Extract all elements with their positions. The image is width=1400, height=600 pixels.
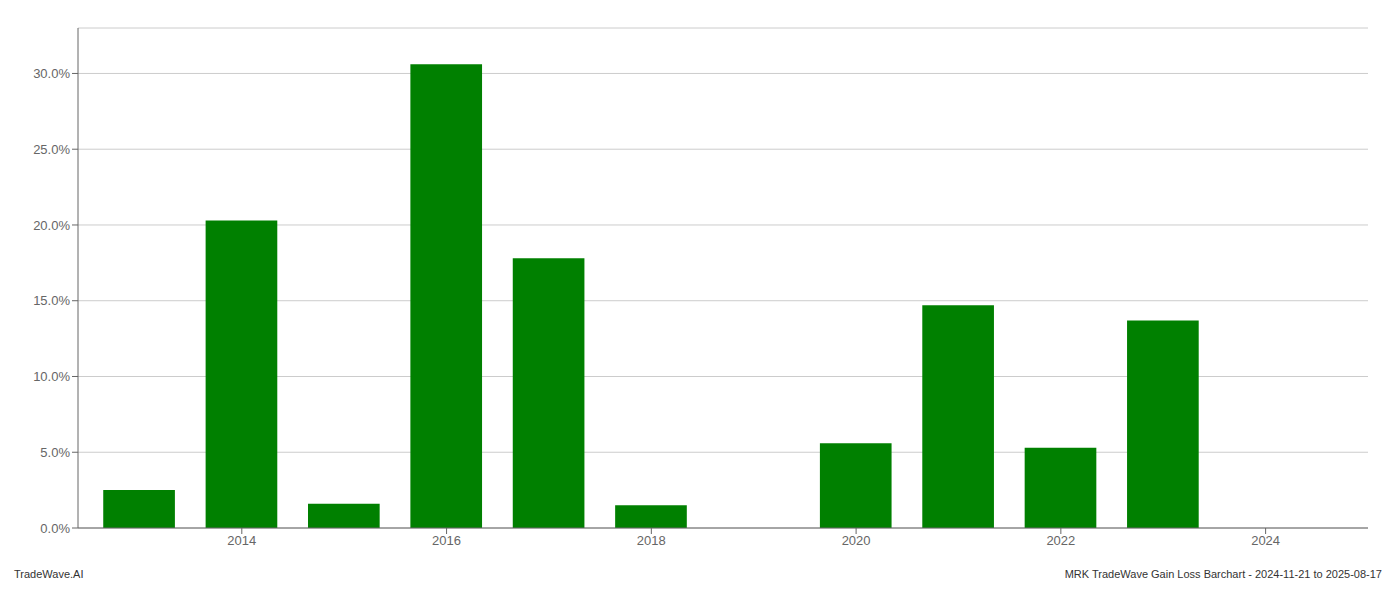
svg-text:2022: 2022 — [1046, 533, 1075, 548]
svg-text:25.0%: 25.0% — [33, 142, 70, 157]
svg-text:5.0%: 5.0% — [40, 445, 70, 460]
svg-text:2024: 2024 — [1251, 533, 1280, 548]
svg-text:2020: 2020 — [842, 533, 871, 548]
svg-text:2018: 2018 — [637, 533, 666, 548]
svg-text:10.0%: 10.0% — [33, 369, 70, 384]
html-text:MRK TradeWave Gain Loss Barcha: MRK TradeWave Gain Loss Barchart - 2024-… — [1064, 568, 1382, 580]
html-text:TradeWave.AI: TradeWave.AI — [14, 568, 84, 580]
svg-text:30.0%: 30.0% — [33, 66, 70, 81]
svg-text:20.0%: 20.0% — [33, 218, 70, 233]
svg-text:15.0%: 15.0% — [33, 293, 70, 308]
svg-text:2016: 2016 — [432, 533, 461, 548]
svg-text:2014: 2014 — [227, 533, 256, 548]
svg-text:0.0%: 0.0% — [40, 521, 70, 536]
